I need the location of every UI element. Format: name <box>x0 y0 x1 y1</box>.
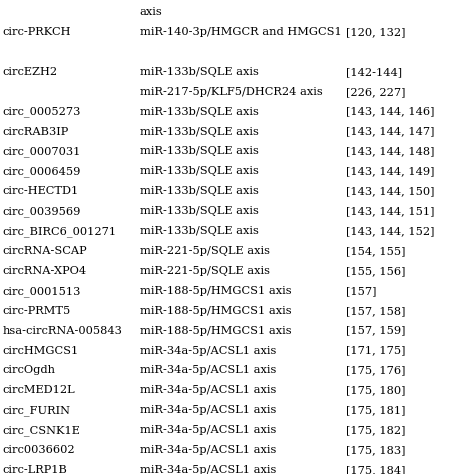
Text: [175, 184]: [175, 184] <box>346 465 406 474</box>
Text: miR-133b/SQLE axis: miR-133b/SQLE axis <box>140 166 259 176</box>
Text: circ_0001513: circ_0001513 <box>2 286 81 297</box>
Text: circ0036602: circ0036602 <box>2 445 75 455</box>
Text: circ_0007031: circ_0007031 <box>2 146 81 157</box>
Text: circHMGCS1: circHMGCS1 <box>2 346 79 356</box>
Text: miR-34a-5p/ACSL1 axis: miR-34a-5p/ACSL1 axis <box>140 365 276 375</box>
Text: [143, 144, 151]: [143, 144, 151] <box>346 206 435 216</box>
Text: miR-34a-5p/ACSL1 axis: miR-34a-5p/ACSL1 axis <box>140 405 276 415</box>
Text: miR-34a-5p/ACSL1 axis: miR-34a-5p/ACSL1 axis <box>140 425 276 435</box>
Text: [143, 144, 149]: [143, 144, 149] <box>346 166 435 176</box>
Text: [175, 180]: [175, 180] <box>346 385 406 395</box>
Text: [120, 132]: [120, 132] <box>346 27 406 37</box>
Text: circ_FURIN: circ_FURIN <box>2 405 70 416</box>
Text: circ-PRKCH: circ-PRKCH <box>2 27 71 37</box>
Text: miR-34a-5p/ACSL1 axis: miR-34a-5p/ACSL1 axis <box>140 385 276 395</box>
Text: miR-133b/SQLE axis: miR-133b/SQLE axis <box>140 186 259 196</box>
Text: circRNA-SCAP: circRNA-SCAP <box>2 246 87 256</box>
Text: miR-133b/SQLE axis: miR-133b/SQLE axis <box>140 127 259 137</box>
Text: miR-133b/SQLE axis: miR-133b/SQLE axis <box>140 67 259 77</box>
Text: [143, 144, 150]: [143, 144, 150] <box>346 186 435 196</box>
Text: miR-133b/SQLE axis: miR-133b/SQLE axis <box>140 107 259 117</box>
Text: miR-140-3p/HMGCR and HMGCS1: miR-140-3p/HMGCR and HMGCS1 <box>140 27 342 37</box>
Text: miR-221-5p/SQLE axis: miR-221-5p/SQLE axis <box>140 246 270 256</box>
Text: miR-34a-5p/ACSL1 axis: miR-34a-5p/ACSL1 axis <box>140 346 276 356</box>
Text: [154, 155]: [154, 155] <box>346 246 406 256</box>
Text: circRAB3IP: circRAB3IP <box>2 127 69 137</box>
Text: [175, 176]: [175, 176] <box>346 365 406 375</box>
Text: [175, 183]: [175, 183] <box>346 445 406 455</box>
Text: miR-221-5p/SQLE axis: miR-221-5p/SQLE axis <box>140 266 270 276</box>
Text: circRNA-XPO4: circRNA-XPO4 <box>2 266 86 276</box>
Text: [155, 156]: [155, 156] <box>346 266 406 276</box>
Text: [175, 181]: [175, 181] <box>346 405 406 415</box>
Text: hsa-circRNA-005843: hsa-circRNA-005843 <box>2 326 122 336</box>
Text: miR-133b/SQLE axis: miR-133b/SQLE axis <box>140 206 259 216</box>
Text: circ-HECTD1: circ-HECTD1 <box>2 186 79 196</box>
Text: [142-144]: [142-144] <box>346 67 402 77</box>
Text: [175, 182]: [175, 182] <box>346 425 406 435</box>
Text: miR-34a-5p/ACSL1 axis: miR-34a-5p/ACSL1 axis <box>140 445 276 455</box>
Text: circEZH2: circEZH2 <box>2 67 57 77</box>
Text: miR-133b/SQLE axis: miR-133b/SQLE axis <box>140 226 259 236</box>
Text: miR-188-5p/HMGCS1 axis: miR-188-5p/HMGCS1 axis <box>140 286 292 296</box>
Text: circMED12L: circMED12L <box>2 385 75 395</box>
Text: axis: axis <box>140 7 163 17</box>
Text: circ_BIRC6_001271: circ_BIRC6_001271 <box>2 226 117 237</box>
Text: circ_0039569: circ_0039569 <box>2 206 81 217</box>
Text: [143, 144, 147]: [143, 144, 147] <box>346 127 435 137</box>
Text: miR-133b/SQLE axis: miR-133b/SQLE axis <box>140 146 259 156</box>
Text: circ-LRP1B: circ-LRP1B <box>2 465 67 474</box>
Text: [157, 158]: [157, 158] <box>346 306 406 316</box>
Text: [143, 144, 148]: [143, 144, 148] <box>346 146 435 156</box>
Text: circOgdh: circOgdh <box>2 365 55 375</box>
Text: miR-188-5p/HMGCS1 axis: miR-188-5p/HMGCS1 axis <box>140 306 292 316</box>
Text: [226, 227]: [226, 227] <box>346 87 406 97</box>
Text: circ_0005273: circ_0005273 <box>2 107 81 118</box>
Text: circ_CSNK1E: circ_CSNK1E <box>2 425 80 436</box>
Text: circ_0006459: circ_0006459 <box>2 166 81 177</box>
Text: [143, 144, 146]: [143, 144, 146] <box>346 107 435 117</box>
Text: miR-34a-5p/ACSL1 axis: miR-34a-5p/ACSL1 axis <box>140 465 276 474</box>
Text: [157]: [157] <box>346 286 376 296</box>
Text: miR-217-5p/KLF5/DHCR24 axis: miR-217-5p/KLF5/DHCR24 axis <box>140 87 323 97</box>
Text: miR-188-5p/HMGCS1 axis: miR-188-5p/HMGCS1 axis <box>140 326 292 336</box>
Text: [143, 144, 152]: [143, 144, 152] <box>346 226 435 236</box>
Text: [157, 159]: [157, 159] <box>346 326 406 336</box>
Text: [171, 175]: [171, 175] <box>346 346 406 356</box>
Text: circ-PRMT5: circ-PRMT5 <box>2 306 71 316</box>
